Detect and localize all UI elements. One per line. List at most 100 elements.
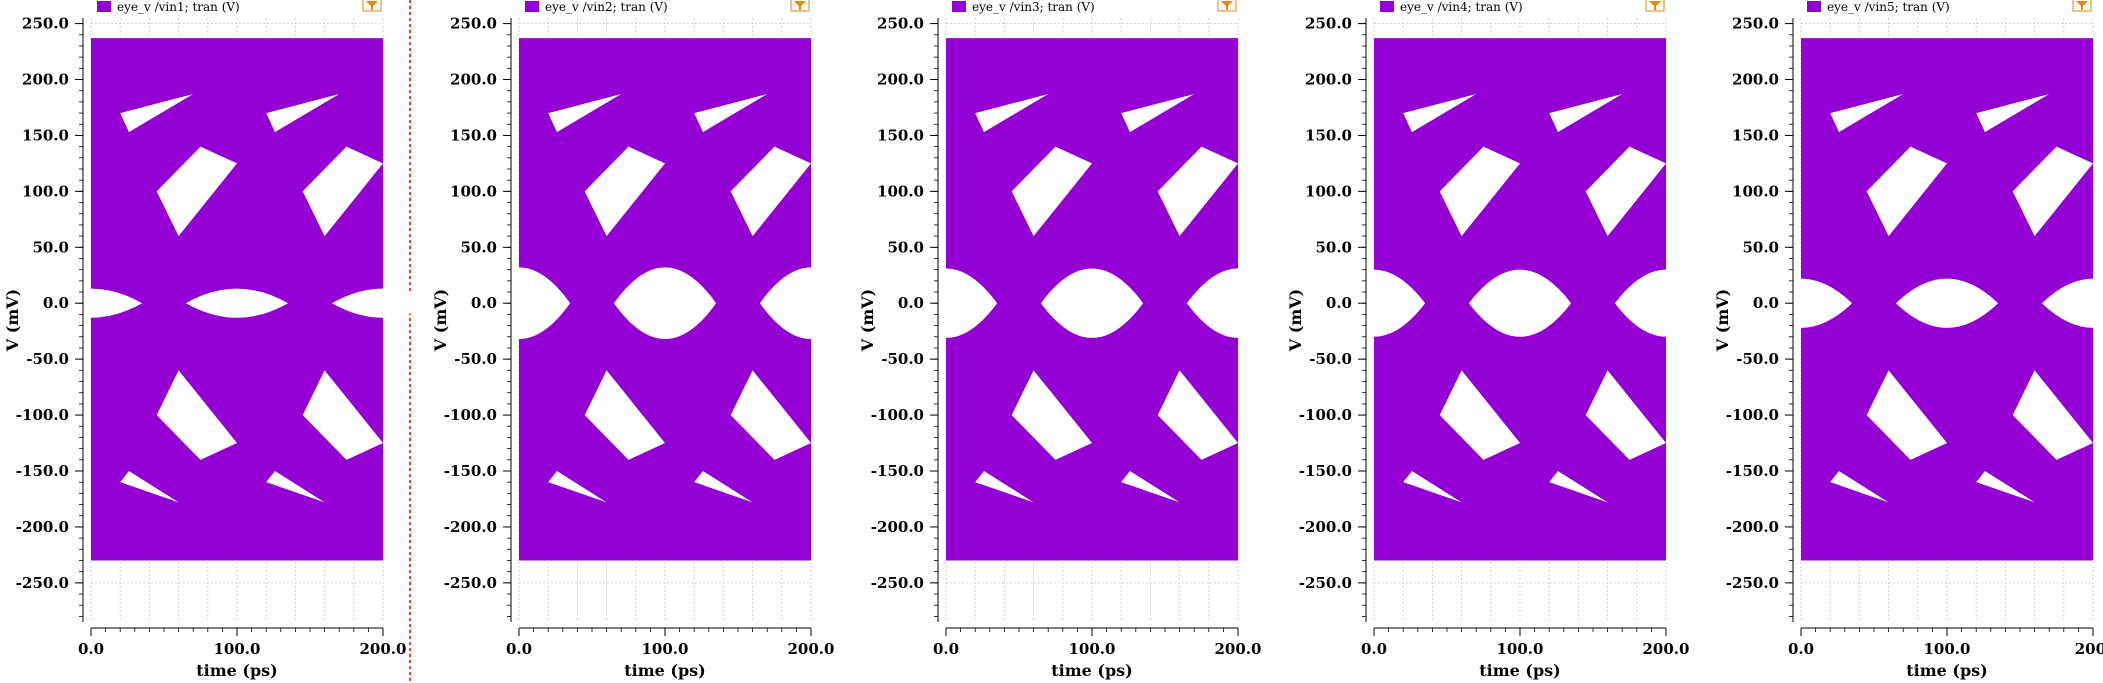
x-tick-label: 200. [2075,640,2103,658]
transition-gap [694,94,768,133]
transition-gap [584,146,665,237]
y-axis-label: V (mV) [1713,289,1732,352]
transition-gap [302,146,383,237]
eye-opening [1186,268,1290,338]
transition-gap [1403,471,1462,503]
legend-swatch [525,1,539,12]
eye-opening [331,288,435,318]
x-tick-label: 100.0 [642,640,689,658]
x-tick-label: 100.0 [1497,640,1544,658]
y-tick-label: -200.0 [1726,518,1779,536]
y-axis-label: V (mV) [431,289,450,352]
transition-gap [1121,471,1180,503]
legend-swatch [952,1,966,12]
transition-gap [1157,146,1238,237]
x-tick-label: 200.0 [788,640,835,658]
y-tick-label: 250.0 [1732,15,1779,33]
transition-gap [266,94,340,133]
y-tick-label: -250.0 [16,574,69,592]
y-tick-label: -100.0 [16,406,69,424]
marker-icon[interactable] [1217,0,1237,12]
transition-gap [302,370,383,460]
y-tick-label: -50.0 [454,350,497,368]
y-tick-label: 50.0 [32,238,69,256]
y-tick-label: -150.0 [444,462,497,480]
eye-panel-1: 250.0 200.0 150.0 100.0 50.0 0.0 -50.0 -100.0 -1… [3,0,435,680]
x-tick-label: 200.0 [1215,640,1262,658]
y-tick-label: 250.0 [877,15,924,33]
transition-gap [1830,94,1904,133]
x-tick-label: 0.0 [78,640,104,658]
y-axis-label: V (mV) [1286,289,1305,352]
eye-openings [39,94,435,503]
transition-gap [548,471,607,503]
x-axis-label: time (ps) [1051,661,1132,680]
y-tick-label: -50.0 [1736,350,1779,368]
y-tick-label: 100.0 [877,182,924,200]
eye-opening [613,267,717,340]
y-tick-label: 0.0 [898,294,924,312]
eye-opening [1749,278,1853,328]
eye-panel-2: 250.0 200.0 150.0 100.0 50.0 0.0 -50.0 -100.0 -1… [431,0,863,680]
y-tick-label: -100.0 [1299,406,1352,424]
y-tick-label: 0.0 [1753,294,1779,312]
legend-label: eye_v /vin1; tran (V) [117,0,240,14]
x-axis-label: time (ps) [1906,661,1987,680]
transition-gap [120,94,194,133]
x-tick-label: 200.0 [1643,640,1690,658]
marker-icon[interactable] [790,0,810,12]
transition-gap [156,370,237,460]
eye-panel-3: 250.0 200.0 150.0 100.0 50.0 0.0 -50.0 -100.0 -1… [858,0,1290,680]
y-tick-label: 0.0 [1326,294,1352,312]
marker-icon[interactable] [2072,0,2092,12]
y-tick-label: -100.0 [871,406,924,424]
eye-openings [1322,94,1718,503]
y-tick-label: 150.0 [450,126,497,144]
transition-gap [1830,471,1889,503]
transition-gap [584,370,665,460]
eye-opening [1468,269,1572,337]
eye-openings [1749,94,2103,503]
transition-gap [1585,146,1666,237]
x-tick-label: 100.0 [214,640,261,658]
eye-panel-4: 250.0 200.0 150.0 100.0 50.0 0.0 -50.0 -100.0 -1… [1286,0,1718,680]
eye-opening [1614,269,1718,337]
transition-gap [1976,94,2050,133]
y-tick-label: 200.0 [450,71,497,89]
transition-gap [548,94,622,133]
transition-gap [120,471,179,503]
legend-swatch [97,1,111,12]
x-tick-label: 0.0 [933,640,959,658]
y-tick-label: 200.0 [22,71,69,89]
y-tick-label: 100.0 [1732,182,1779,200]
y-tick-label: -250.0 [444,574,497,592]
y-tick-label: 100.0 [450,182,497,200]
transition-gap [1866,146,1947,237]
y-tick-label: 150.0 [1305,126,1352,144]
transition-gap [1403,94,1477,133]
eye-opening [185,288,289,318]
x-axis-label: time (ps) [196,661,277,680]
y-tick-label: -100.0 [444,406,497,424]
eye-opening [1895,278,1999,328]
y-tick-label: -200.0 [871,518,924,536]
y-axis-label: V (mV) [858,289,877,352]
transition-gap [266,471,325,503]
marker-icon[interactable] [1645,0,1665,12]
y-tick-label: 200.0 [1732,71,1779,89]
y-tick-label: -150.0 [1299,462,1352,480]
transition-gap [694,471,753,503]
y-tick-label: -150.0 [16,462,69,480]
y-tick-label: -200.0 [1299,518,1352,536]
y-tick-label: 250.0 [450,15,497,33]
y-tick-label: 200.0 [877,71,924,89]
y-tick-label: 150.0 [877,126,924,144]
legend-swatch [1807,1,1821,12]
y-tick-label: -250.0 [1299,574,1352,592]
y-tick-label: -250.0 [1726,574,1779,592]
transition-gap [1549,94,1623,133]
transition-gap [1121,94,1195,133]
marker-icon[interactable] [362,0,382,12]
y-tick-label: 50.0 [1315,238,1352,256]
